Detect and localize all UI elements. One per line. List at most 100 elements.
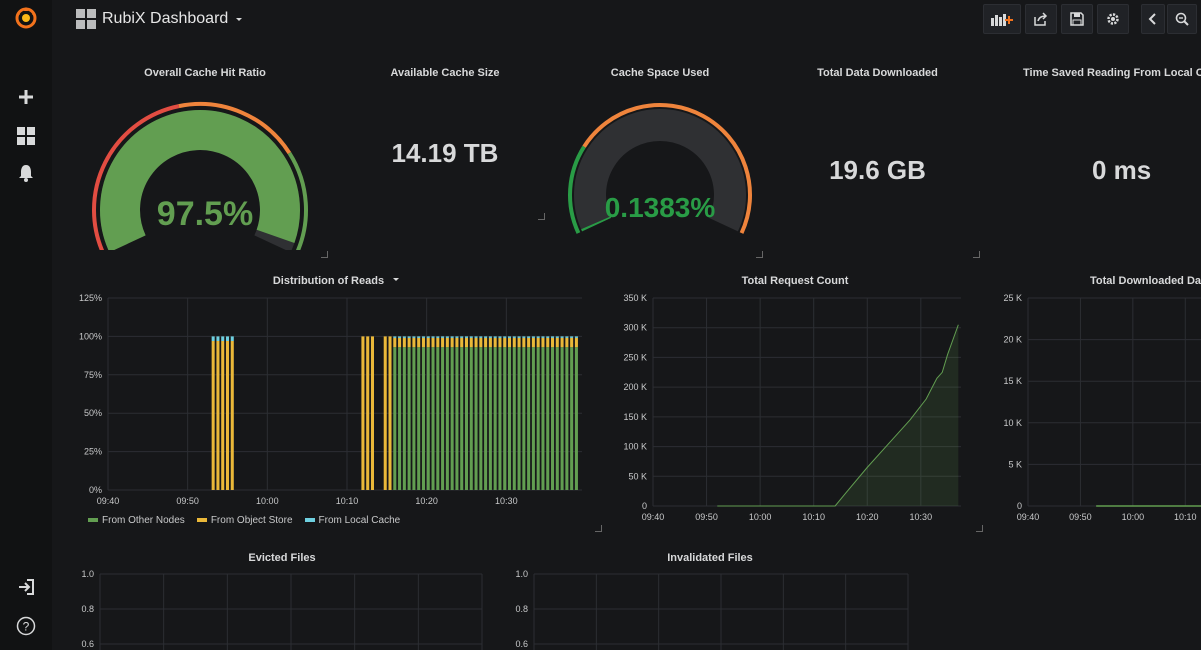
bar-object <box>555 337 559 348</box>
space-used-gauge <box>568 103 752 234</box>
x-tick-label: 09:50 <box>176 496 199 506</box>
bar-local <box>479 336 483 338</box>
downloaded-data-chart: 0 5 K 10 K 15 K 20 K 25 K 09:40 09:50 10:00 10:10 <box>1003 293 1201 522</box>
bar-other <box>445 347 449 490</box>
x-tick-label: 09:40 <box>97 496 120 506</box>
y-tick-label: 200 K <box>623 382 647 392</box>
bar-local <box>431 336 435 338</box>
dashboard-grid-icon <box>76 9 96 29</box>
bar-other <box>536 347 540 490</box>
bar-object <box>531 337 535 348</box>
threshold-arc-green <box>568 145 586 234</box>
x-tick-label: 09:40 <box>642 512 665 522</box>
panel-title: Total Request Count <box>741 275 849 287</box>
bar-object <box>450 337 454 348</box>
bar-other <box>541 347 545 490</box>
save-icon <box>1070 12 1084 26</box>
evicted-files-panel: Evicted Files 0.6 0.8 1.0 <box>72 545 492 650</box>
resize-handle[interactable] <box>595 525 602 532</box>
y-tick-label: 300 K <box>623 323 647 333</box>
resize-handle[interactable] <box>756 251 763 258</box>
back-button[interactable] <box>1141 4 1165 34</box>
add-panel-button[interactable] <box>983 4 1021 34</box>
bar-object <box>469 337 473 348</box>
threshold-arc-orange <box>582 103 752 234</box>
bar-object <box>421 337 425 348</box>
x-tick-label: 10:20 <box>415 496 438 506</box>
bar-object <box>522 337 526 348</box>
help-icon[interactable]: ? <box>12 612 40 640</box>
grid-icon[interactable] <box>12 122 40 150</box>
bar-other <box>498 347 502 490</box>
bar-object <box>517 337 521 348</box>
grafana-logo-icon[interactable] <box>12 4 40 32</box>
total-data-downloaded-panel: Total Data Downloaded 19.6 GB <box>775 60 980 260</box>
bar-object <box>493 337 497 348</box>
bar-object <box>383 336 387 490</box>
cache-hit-gauge <box>92 102 308 250</box>
bar-local <box>498 336 502 338</box>
gauge-value-arc <box>100 110 300 250</box>
request-count-chart: 0 50 K 100 K 150 K 200 K 250 K 300 K 350 K 09:40… <box>623 293 961 522</box>
legend-item-local-cache[interactable]: From Local Cache <box>304 515 400 526</box>
distribution-chart: 0% 25% 50% 75% 100% 125% 09:40 09:50 10:00 10:10 1… <box>79 293 582 506</box>
resize-handle[interactable] <box>321 251 328 258</box>
bar-other <box>527 347 531 490</box>
bar-local <box>536 336 540 338</box>
bar-object <box>370 336 374 490</box>
dashboard-picker[interactable]: RubiX Dashboard <box>76 9 244 29</box>
resize-handle[interactable] <box>538 213 545 220</box>
bar-other <box>531 347 535 490</box>
x-tick-label: 10:20 <box>856 512 879 522</box>
x-tick-label: 09:50 <box>695 512 718 522</box>
bar-other <box>407 347 411 490</box>
share-icon <box>1034 12 1048 26</box>
bar-local <box>488 336 492 338</box>
available-cache-value: 14.19 TB <box>391 138 499 168</box>
bar-object <box>460 337 464 348</box>
bar-other <box>479 347 483 490</box>
share-button[interactable] <box>1025 4 1057 34</box>
bar-object <box>426 337 430 348</box>
legend-item-object-store[interactable]: From Object Store <box>196 515 293 526</box>
panel-title: Time Saved Reading From Local Ca <box>1023 67 1201 79</box>
y-tick-label: 0 <box>1017 501 1022 511</box>
panel-title: Evicted Files <box>248 552 316 564</box>
bar-local <box>464 336 469 338</box>
bar-object <box>407 337 411 348</box>
bar-object <box>474 337 478 348</box>
bar-other <box>484 347 488 490</box>
plus-icon[interactable] <box>12 83 40 111</box>
panel-title-menu[interactable]: Distribution of Reads <box>72 275 602 287</box>
cache-hit-ratio-panel: Overall Cache Hit Ratio 97.5% <box>80 60 330 260</box>
bar-local <box>522 336 526 338</box>
resize-handle[interactable] <box>976 525 983 532</box>
chart-legend: From Other Nodes From Object Store From … <box>88 515 400 526</box>
y-tick-label: 0.8 <box>515 604 528 614</box>
bar-object <box>431 337 435 348</box>
save-button[interactable] <box>1061 4 1093 34</box>
bar-object <box>441 337 445 348</box>
gauge-value-arc <box>581 216 612 232</box>
bar-other <box>570 347 574 490</box>
x-tick-label: 09:40 <box>1017 512 1040 522</box>
bar-local <box>551 336 555 338</box>
bar-local <box>445 336 449 338</box>
sign-in-icon[interactable] <box>12 573 40 601</box>
bar-other <box>426 347 430 490</box>
resize-handle[interactable] <box>973 251 980 258</box>
bar-local <box>211 336 215 342</box>
bar-object <box>412 337 416 348</box>
panel-title: Overall Cache Hit Ratio <box>144 67 266 79</box>
bar-object <box>211 341 215 490</box>
settings-button[interactable] <box>1097 4 1129 34</box>
bell-icon[interactable] <box>12 159 40 187</box>
bar-other <box>493 347 497 490</box>
panel-title: Total Data Downloaded <box>817 67 938 79</box>
y-tick-label: 100% <box>79 331 102 341</box>
invalidated-files-chart: 0.6 0.8 1.0 <box>515 569 909 650</box>
y-tick-label: 0.6 <box>515 639 528 649</box>
zoom-out-button[interactable] <box>1167 4 1197 34</box>
legend-item-other-nodes[interactable]: From Other Nodes <box>88 515 185 526</box>
bar-local <box>230 336 234 342</box>
